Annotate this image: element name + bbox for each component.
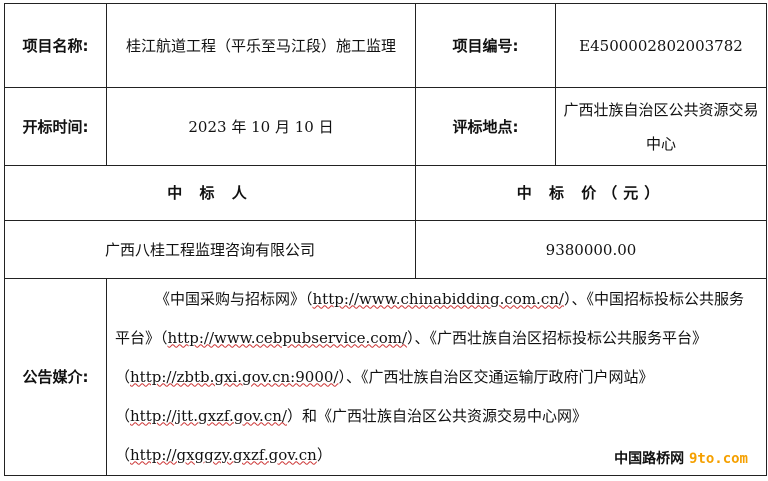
media-text-part: 《中国采购与招标网》（ — [155, 289, 313, 308]
link-jtt[interactable]: http://jtt.gxzf.gov.cn/ — [130, 406, 287, 425]
media-text-part: ） — [316, 445, 332, 464]
project-name: 桂江航道工程（平乐至马江段）施工监理 — [106, 3, 416, 88]
link-zbtb[interactable]: http://zbtb.gxi.gov.cn:9000/ — [130, 367, 339, 386]
bid-result-table: 项目名称: 桂江航道工程（平乐至马江段）施工监理 项目编号: E45000028… — [4, 3, 767, 476]
watermark-domain: 9to.com — [688, 451, 748, 467]
media-text-part: ）、《广西壮族自治区招标投标公共服务平台》（ — [115, 328, 708, 386]
winner: 广西八桂工程监理咨询有限公司 — [4, 220, 416, 279]
media-text-part: ）、《中国招标投标公共服务平台》（ — [115, 289, 744, 347]
price-header: 中 标 价（元） — [415, 165, 767, 221]
eval-place: 广西壮族自治区公共资源交易中心 — [555, 87, 767, 166]
winner-header: 中 标 人 — [4, 165, 416, 221]
media-label: 公告媒介: — [4, 278, 107, 476]
watermark-cn: 中国路桥网 — [614, 451, 685, 467]
open-time-label: 开标时间: — [4, 87, 107, 166]
media-text-part: ）、《广西壮族自治区交通运输厅政府门户网站》（ — [115, 367, 654, 425]
project-no-label: 项目编号: — [415, 3, 556, 88]
project-name-label: 项目名称: — [4, 3, 107, 88]
eval-place-label: 评标地点: — [415, 87, 556, 166]
watermark: 中国路桥网 9to.com — [614, 449, 748, 469]
link-chinabidding[interactable]: http://www.chinabidding.com.cn/ — [312, 289, 564, 308]
media-text: 《中国采购与招标网》（http://www.chinabidding.com.c… — [106, 278, 767, 476]
media-text-part: ）和《广西壮族自治区公共资源交易中心网》（ — [115, 406, 587, 464]
project-no: E4500002802003782 — [555, 3, 767, 88]
link-cebpubservice[interactable]: http://www.cebpubservice.com/ — [167, 328, 408, 347]
price: 9380000.00 — [415, 220, 767, 279]
open-time: 2023 年 10 月 10 日 — [106, 87, 416, 166]
link-gxggzy[interactable]: http://gxggzy.gxzf.gov.cn — [130, 445, 317, 464]
